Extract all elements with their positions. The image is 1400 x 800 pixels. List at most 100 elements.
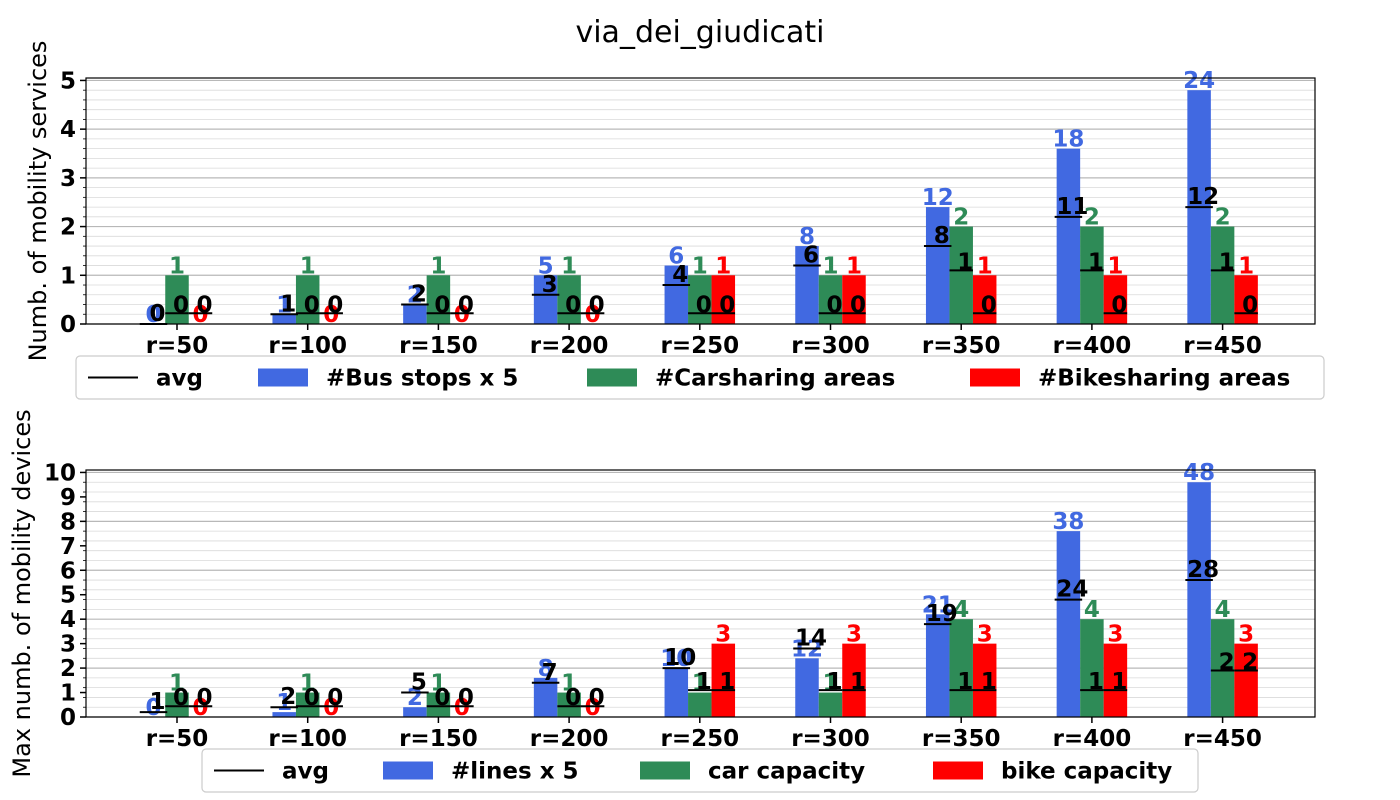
legend-swatch [970,368,1020,387]
avg-label: 7 [542,660,558,686]
y-tick-label: 4 [60,117,76,143]
bar [688,692,712,717]
y-tick-label: 5 [60,583,76,609]
legend-box [75,355,1325,400]
legend-swatch [383,761,433,780]
bar-value-label: 4 [1215,597,1231,623]
bar-value-label: 8 [799,224,815,250]
y-tick-label: 4 [60,607,76,633]
bar [403,707,427,717]
avg-label: 0 [458,685,474,711]
legend-swatch [640,761,690,780]
y-tick-label: 6 [60,558,76,584]
y-tick-label: 2 [60,215,76,241]
x-tick-label: r=450 [1183,333,1262,359]
y-tick-label: 10 [44,460,76,486]
bar [1210,619,1235,717]
chart-title: via_dei_giudicati [575,15,824,50]
bar [925,207,950,324]
avg-label: 0 [434,292,450,318]
bar-value-label: 3 [846,622,862,648]
bar-value-label: 1 [169,253,185,279]
avg-label: 2 [1219,650,1235,676]
avg-label: 0 [458,292,474,318]
bar-value-label: 1 [300,671,316,697]
avg-label: 0 [304,685,320,711]
avg-label: 1 [957,249,973,275]
bar-value-label: 1 [430,671,446,697]
bar [949,619,973,717]
bar-value-label: 0 [145,302,161,328]
bar-value-label: 2 [407,283,423,309]
bar-value-label: 3 [1107,622,1123,648]
bar [533,677,558,717]
bar [1056,531,1081,717]
bar-value-label: 1 [561,253,577,279]
bar [557,692,581,717]
x-tick-label: r=400 [1053,726,1132,752]
bar [972,275,997,324]
avg-label: 1 [696,669,712,695]
avg-label: 1 [981,669,997,695]
bar [711,643,736,717]
y-axis-label: Max numb. of mobility devices [8,409,36,777]
x-tick-label: r=300 [791,726,870,752]
bar [426,692,451,717]
legend: avg #lines x 5 car capacity bike capacity [201,748,1199,793]
avg-label: 2 [1242,650,1258,676]
legend-label: avg [282,759,329,785]
avg-label: 0 [173,685,189,711]
bar-value-label: 1 [430,253,446,279]
y-axis-label: Numb. of mobility services [24,41,52,362]
bar [842,643,866,717]
legend-label: #Carsharing areas [655,366,895,392]
y-tick-label: 5 [60,68,76,94]
bar-value-label: 3 [977,622,993,648]
avg-label: 0 [826,292,842,318]
bar-value-label: 3 [715,622,731,648]
bar [1080,619,1104,717]
y-tick-label: 8 [60,509,76,535]
bar-value-label: 0 [323,302,339,328]
bar-value-label: 1 [561,671,577,697]
x-tick-label: r=350 [922,726,1001,752]
bar [1056,148,1081,324]
avg-label: 0 [850,292,866,318]
bar-value-label: 5 [538,253,554,279]
avg-label: 0 [1111,292,1127,318]
bar-value-label: 1 [692,253,708,279]
bar [1103,643,1128,717]
y-tick-label: 0 [60,312,76,338]
y-tick-label: 0 [60,705,76,731]
avg-label: 1 [1088,249,1104,275]
bar [842,275,866,324]
bar-value-label: 48 [1183,460,1215,486]
y-tick-label: 3 [60,166,76,192]
y-tick-label: 2 [60,656,76,682]
bar-value-label: 38 [1052,509,1084,535]
bar [1080,226,1104,324]
bar [533,275,558,324]
bar-value-label: 1 [300,253,316,279]
bar [295,275,320,324]
x-tick-label: r=100 [268,726,347,752]
x-tick-label: r=150 [399,726,478,752]
y-tick-label: 7 [60,534,76,560]
avg-label: 3 [542,272,558,298]
avg-label: 2 [280,684,296,710]
avg-label: 1 [280,291,296,317]
legend-label: #Bus stops x 5 [326,366,518,392]
grid [86,79,1315,325]
avg-label: 6 [803,243,819,269]
legend-label: #Bikesharing areas [1038,366,1290,392]
bar [1187,482,1211,717]
bar-value-label: 4 [1084,597,1100,623]
bar-value-label: 0 [585,302,601,328]
bar [818,692,843,717]
avg-label: 1 [1219,249,1235,275]
avg-label: 0 [434,685,450,711]
bar-value-label: 24 [1183,68,1215,94]
bar [711,275,736,324]
